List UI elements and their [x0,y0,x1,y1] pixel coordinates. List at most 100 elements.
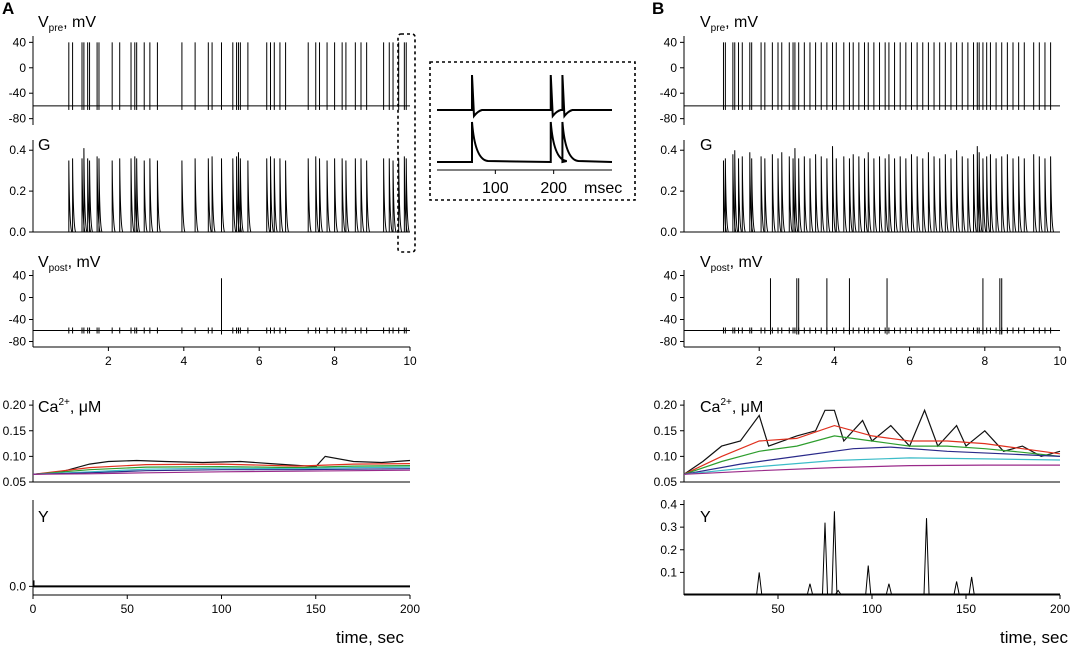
conductance-pulse [976,146,981,233]
calcium-series-green [683,435,1061,475]
conductance-pulse [792,158,797,233]
label-b-g: G [700,137,712,154]
x-tick-label: 100 [211,602,231,616]
conductance-pulse [315,156,320,233]
panel-letter-a: A [2,0,14,18]
y-tick-label: 40 [13,35,27,49]
calcium-series-cyan [683,457,1061,475]
y-peak [756,572,763,595]
conductance-pulse [894,158,899,233]
x-tick-label: 150 [306,602,326,616]
conductance-pulse [341,158,346,233]
conductance-pulse [771,154,776,233]
conductance-pulse [143,160,148,233]
conductance-pulse [360,158,365,233]
y-tick-label: -80 [9,335,27,349]
plot-b-vpre: Vpre, mV -80 -40 0 40 [660,14,1060,126]
conductance-pulse [1033,154,1038,233]
y-peak [831,511,838,595]
calcium-series-blue [32,468,411,475]
y-tick-label: 0.20 [654,398,678,412]
x-tick-label: 50 [771,602,785,616]
y-tick-label: -80 [9,112,27,126]
inset-xlabel: msec [584,180,622,197]
y-tick-label: 0.0 [9,225,26,239]
conductance-pulse [232,158,237,233]
y-tick-label: -80 [660,335,678,349]
y-tick-label: 40 [13,269,27,283]
y-tick-label: 0.2 [9,184,26,198]
conductance-pulse [72,158,77,233]
conductance-pulse [1050,156,1055,233]
x-tick-label: 200 [400,602,420,616]
conductance-pulse [119,158,124,233]
y-tick-label: -40 [9,313,27,327]
conductance-pulse [879,156,884,233]
label-a-y: Y [38,509,49,526]
conductance-pulse [884,158,889,233]
y-tick-label: 0 [19,61,26,75]
conductance-pulse [1023,158,1028,233]
y-tick-label: 0 [19,291,26,305]
x-tick-label: 4 [180,354,187,368]
conductance-pulse [741,156,746,233]
conductance-pulse [873,158,878,233]
conductance-pulse [285,160,290,233]
conductance-pulse [724,158,729,233]
x-tick-label: 6 [906,354,913,368]
conductance-pulse [939,158,944,233]
conductance-pulse [722,160,727,233]
conductance-pulse [781,152,786,233]
x-tick-label: 50 [121,602,135,616]
x-tick-label: 10 [1053,354,1067,368]
conductance-pulse [96,156,101,233]
x-tick-label: 100 [862,602,882,616]
plot-a-calcium: Ca2+, μM 0.05 0.10 0.15 0.20 [3,397,411,489]
conductance-pulse [788,156,793,233]
calcium-series-green [32,465,411,475]
conductance-pulse [266,158,271,233]
calcium-series-red [683,424,1061,475]
y-tick-label: -40 [660,86,678,100]
conductance-pulse [738,158,743,233]
conductance-pulse [1018,156,1023,233]
conductance-pulse [398,158,403,233]
y-tick-label: 0.10 [654,449,678,463]
plot-a-y: Y 0.0 0 50 100 150 200 [9,500,420,616]
conductance-pulse [986,156,991,233]
conductance-pulse [247,160,252,233]
label-a-g: G [38,137,50,154]
conductance-pulse [820,156,825,233]
conductance-pulse [89,160,94,233]
conductance-pulse [734,150,739,233]
conductance-pulse [973,154,978,233]
y-peak [968,576,975,595]
plot-b-y: Y 0.1 0.2 0.3 0.4 50 100 150 200 [660,498,1070,616]
x-tick-label: 4 [831,354,838,368]
conductance-pulse [967,158,972,233]
y-peak [835,589,842,595]
conductance-pulse [319,158,324,233]
conductance-pulse [777,158,782,233]
x-tick-label: 2 [105,354,112,368]
conductance-pulse [388,158,393,233]
conductance-pulse [760,156,765,233]
conductance-pulse [383,158,388,233]
x-tick-label: 0 [30,602,37,616]
y-tick-label: -40 [660,313,678,327]
plot-a-g: G 0.0 0.2 0.4 [9,137,410,239]
conductance-pulse [68,160,73,233]
y-tick-label: 0.2 [660,184,677,198]
conductance-pulse [111,160,116,233]
x-tick-label: 150 [956,602,976,616]
conductance-pulse [835,158,840,233]
y-tick-label: 0 [670,61,677,75]
y-tick-label: 0.0 [660,225,677,239]
conductance-pulse [307,158,312,233]
conductance-pulse [927,152,932,233]
conductance-pulse [87,158,92,233]
plot-b-calcium: Ca2+, μM 0.05 0.10 0.15 0.20 [654,397,1061,489]
conductance-pulse [978,152,983,233]
y-tick-label: 0 [670,291,677,305]
conductance-pulse [826,158,831,233]
